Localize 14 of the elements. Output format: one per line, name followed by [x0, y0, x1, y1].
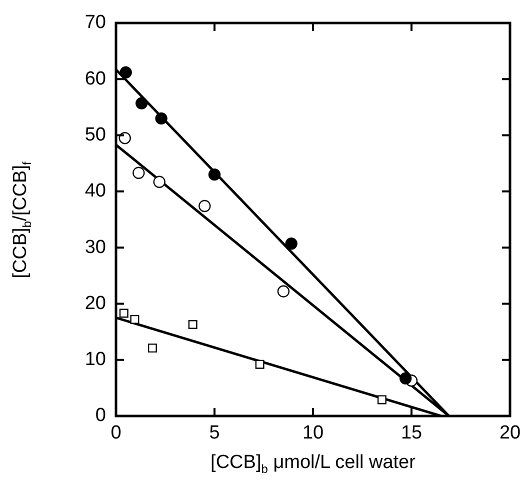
- y-tick-label: 60: [84, 68, 106, 90]
- y-tick-label: 70: [84, 12, 106, 34]
- x-tick-label: 5: [209, 422, 220, 444]
- y-tick-label: 50: [84, 124, 106, 146]
- x-tick-label: 0: [110, 422, 122, 444]
- x-tick-label: 15: [400, 422, 422, 444]
- x-tick-label: 10: [302, 422, 324, 444]
- y-tick-label: 30: [84, 236, 106, 258]
- y-tick-label: 20: [84, 292, 106, 314]
- y-tick-label: 40: [84, 180, 106, 202]
- y-tick-label: 0: [95, 405, 106, 426]
- x-axis-title: [CCB]$_{b}$ μmol/L cell water: [210, 452, 416, 476]
- y-tick-label: 10: [84, 349, 106, 370]
- x-tick-label: 20: [499, 422, 521, 444]
